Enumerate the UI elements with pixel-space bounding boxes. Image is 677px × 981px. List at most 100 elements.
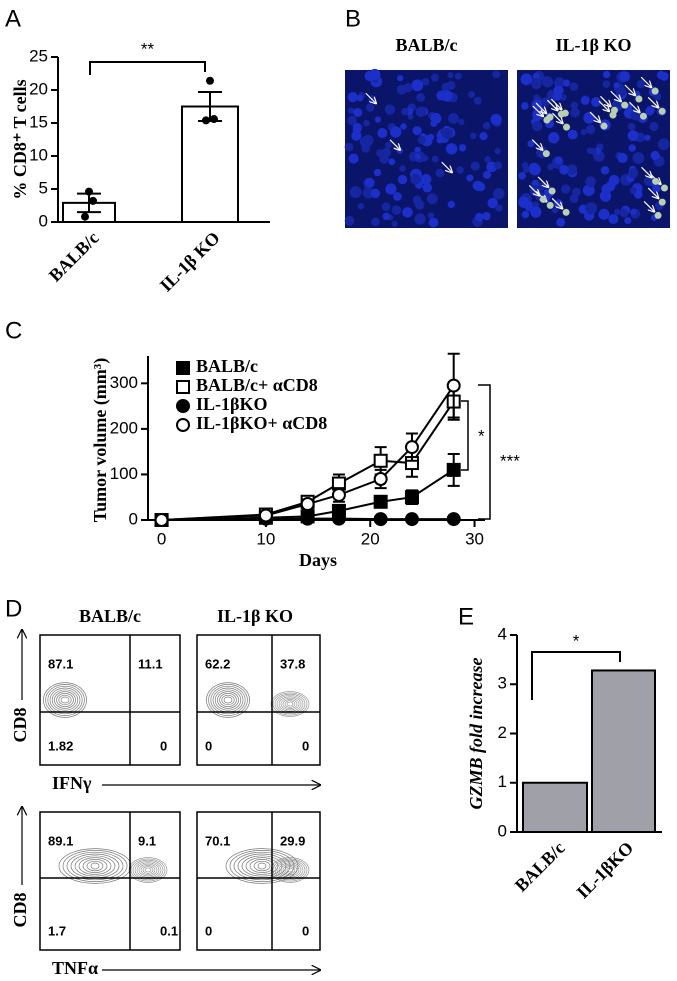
positive-cell [543, 116, 551, 124]
nucleus [353, 108, 363, 118]
nucleus [630, 109, 642, 121]
nucleus [365, 103, 375, 112]
nucleus [554, 156, 563, 165]
nucleus [352, 122, 361, 131]
nucleus [356, 94, 364, 102]
contour [62, 850, 128, 882]
nucleus [422, 183, 433, 193]
nucleus [556, 217, 566, 227]
quadrant-value: 0 [302, 923, 309, 938]
nucleus [344, 142, 354, 152]
contour [90, 862, 100, 870]
axis-label: CD8 [10, 893, 30, 928]
nucleus [567, 129, 578, 140]
nucleus [530, 206, 542, 218]
data-point [210, 115, 218, 124]
contour [58, 848, 132, 884]
nucleus [532, 120, 543, 132]
nucleus [591, 97, 601, 107]
quadrant-value: 0 [160, 738, 167, 753]
nucleus [613, 82, 620, 89]
bar [522, 781, 588, 833]
nucleus [426, 193, 438, 205]
nucleus [445, 143, 458, 155]
contour [223, 696, 233, 704]
y-tick-label: 0 [129, 509, 138, 528]
y-tick-label: 5 [39, 178, 48, 197]
nucleus [645, 106, 655, 116]
nucleus [553, 85, 564, 96]
positive-cell [561, 109, 569, 117]
legend-label: BALB/c [196, 356, 258, 376]
positive-cell [562, 208, 570, 216]
y-tick-label: 4 [498, 624, 507, 643]
image-label: BALB/c [395, 35, 457, 55]
contour [78, 857, 112, 875]
nucleus [569, 82, 579, 91]
quadrant-value: 9.1 [138, 833, 156, 848]
arrow [365, 92, 376, 103]
nucleus [393, 192, 402, 201]
x-tick-label: BALB/c [511, 838, 569, 896]
nucleus [385, 183, 397, 195]
nucleus [548, 132, 560, 144]
positive-cell [563, 123, 571, 131]
nucleus [470, 132, 477, 140]
quadrant-value: 37.8 [280, 656, 305, 671]
nucleus [580, 96, 590, 105]
contour [130, 858, 166, 882]
nucleus [379, 154, 389, 164]
nucleus [482, 170, 492, 179]
x-tick-label: 10 [256, 529, 275, 548]
nucleus [364, 70, 375, 82]
nucleus [417, 135, 426, 145]
nucleus [374, 116, 381, 123]
contour [282, 699, 298, 709]
nucleus [608, 214, 619, 225]
nucleus [390, 126, 402, 138]
nucleus [370, 188, 381, 199]
panel-letter: A [5, 5, 21, 32]
marker [258, 508, 273, 523]
nucleus [482, 121, 491, 130]
nucleus [414, 153, 421, 160]
bar [181, 105, 239, 223]
data-point [202, 116, 210, 125]
nucleus [411, 79, 424, 92]
data-point [206, 76, 214, 85]
nucleus [357, 202, 365, 210]
nucleus [377, 127, 388, 139]
data-point [81, 212, 89, 221]
nucleus [619, 71, 631, 82]
nucleus [521, 102, 529, 110]
contour [45, 684, 85, 716]
nucleus [600, 165, 610, 175]
axis-label: TNFα [52, 958, 98, 978]
arrow [600, 95, 610, 106]
nucleus [487, 197, 498, 209]
contour [286, 701, 294, 707]
contour [278, 696, 302, 712]
nucleus [344, 215, 355, 226]
quadrant-value: 0 [205, 923, 212, 938]
nucleus [522, 166, 530, 174]
nucleus [492, 70, 501, 79]
nucleus [458, 144, 467, 152]
quadrant-value: 70.1 [205, 833, 230, 848]
nucleus [585, 202, 598, 215]
significance-bracket [89, 61, 206, 75]
marker [404, 440, 419, 455]
nucleus [603, 70, 611, 79]
contour [51, 689, 79, 711]
panel-letter: E [458, 603, 474, 630]
positive-cell [542, 150, 550, 158]
arrow [641, 166, 652, 177]
image-label: IL-1β KO [556, 35, 632, 55]
contour [274, 693, 306, 715]
column-label: IL-1β KO [217, 606, 293, 626]
marker [300, 511, 315, 526]
nucleus [348, 153, 359, 164]
nucleus [414, 199, 424, 208]
contour [43, 682, 87, 718]
positive-cell [546, 201, 554, 209]
